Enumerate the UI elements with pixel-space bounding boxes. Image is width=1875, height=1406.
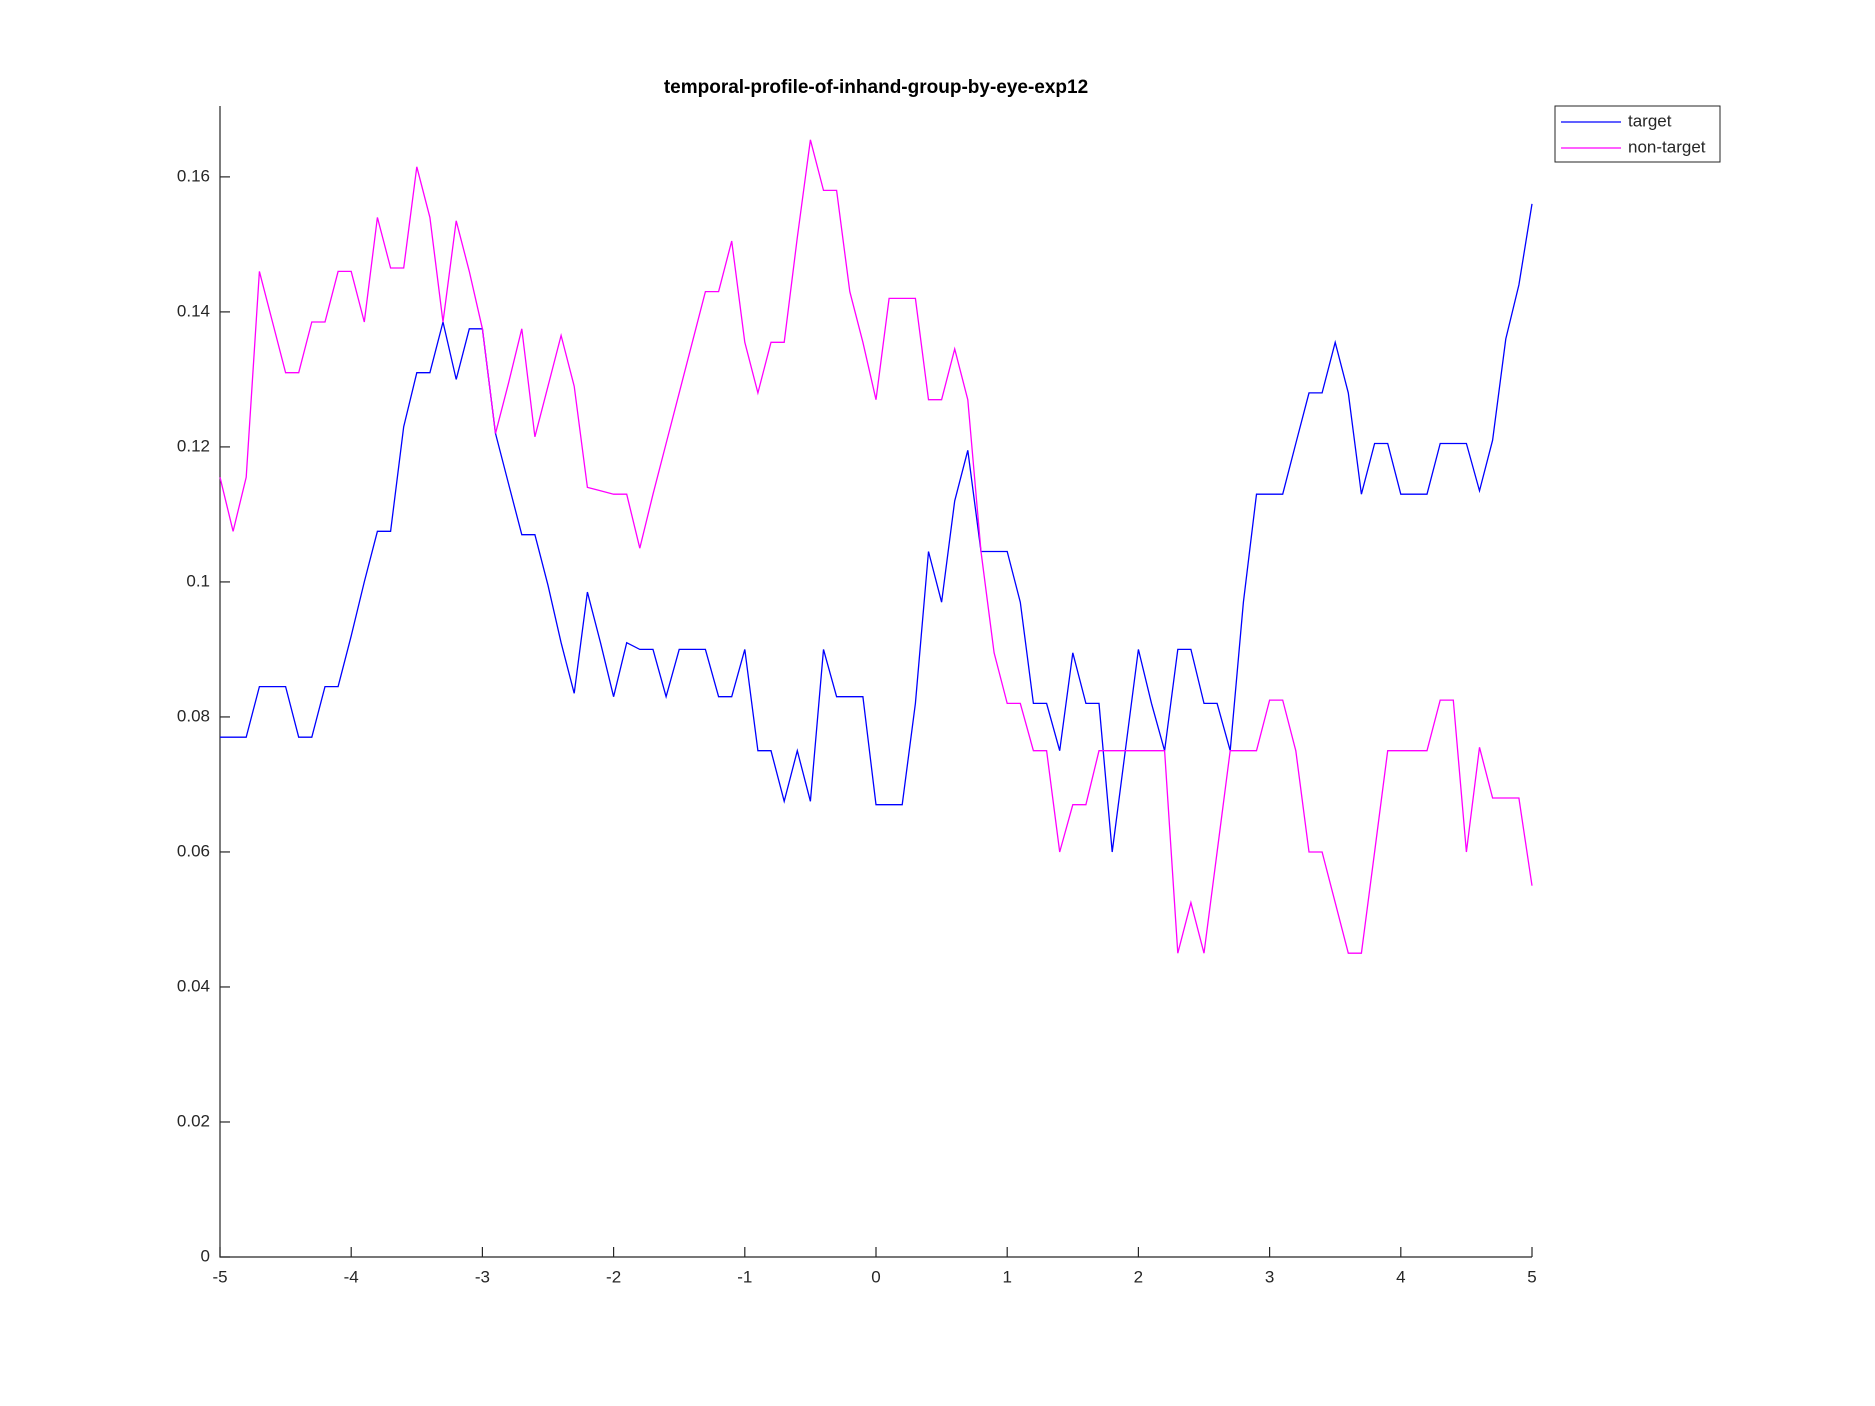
series-line [219, 139, 1533, 954]
y-tick-label: 0.02 [177, 1111, 210, 1130]
x-tick-label: -5 [212, 1267, 227, 1286]
legend-label: target [1628, 111, 1672, 130]
x-tick-label: -2 [606, 1267, 621, 1286]
axes-lines [219, 106, 1532, 1258]
x-tick-label: 5 [1527, 1267, 1536, 1286]
series-line [220, 203, 1533, 853]
x-tick-label: 2 [1134, 1267, 1143, 1286]
y-tick-label: 0 [201, 1246, 210, 1265]
y-tick-label: 0.14 [177, 301, 210, 320]
legend-box [1554, 105, 1721, 163]
x-tick-label: -1 [737, 1267, 752, 1286]
y-tick-label: 0.04 [177, 976, 210, 995]
x-tick-label: 1 [1002, 1267, 1011, 1286]
y-tick-label: 0.1 [186, 571, 210, 590]
x-tick-label: -3 [475, 1267, 490, 1286]
x-tick-label: 3 [1265, 1267, 1274, 1286]
chart-title: temporal-profile-of-inhand-group-by-eye-… [664, 77, 1088, 98]
legend: target non-target [1554, 105, 1721, 163]
y-tick-label: 0.12 [177, 436, 210, 455]
x-tick-label: 0 [871, 1267, 880, 1286]
y-tick-label: 0.06 [177, 841, 210, 860]
y-tick-label: 0.16 [177, 166, 210, 185]
x-tick-label: 4 [1396, 1267, 1405, 1286]
y-tick-label: 0.08 [177, 706, 210, 725]
x-tick-label: -4 [344, 1267, 359, 1286]
legend-label: non-target [1628, 137, 1706, 156]
